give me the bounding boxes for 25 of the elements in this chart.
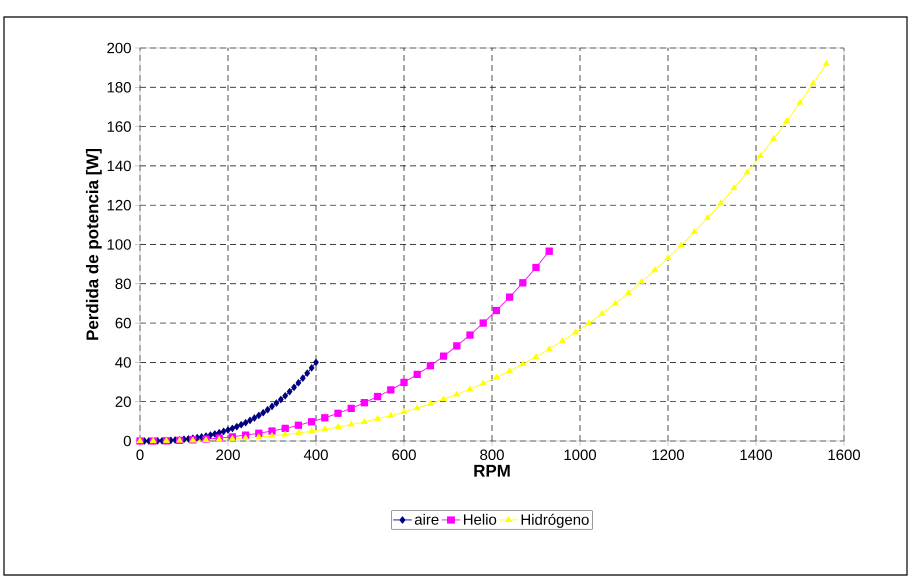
y-tick-label: 140: [108, 160, 131, 172]
x-tick-label: 400: [304, 450, 328, 460]
x-tick-label: 1400: [740, 450, 772, 460]
x-tick-label: 200: [216, 450, 240, 460]
x-tick-label: 1000: [564, 450, 596, 460]
y-axis-title: Perdida de potencia [W]: [86, 148, 102, 340]
x-tick-label: 0: [136, 450, 144, 460]
y-tick-label: 20: [116, 396, 131, 407]
y-tick-label: 180: [108, 82, 131, 93]
x-tick-label: 600: [392, 450, 416, 460]
y-tick-label: 40: [115, 357, 131, 368]
y-tick-label: 100: [108, 239, 131, 250]
x-tick-label: 800: [480, 450, 504, 460]
y-tick-label: 80: [116, 278, 131, 290]
y-tick-label: 0: [124, 436, 131, 446]
legend-label: aire: [414, 514, 438, 525]
x-axis-title: RPM: [474, 464, 510, 477]
y-tick-label: 160: [108, 121, 131, 132]
y-tick-label: 120: [108, 200, 131, 210]
x-tick-label: 1600: [828, 450, 860, 460]
legend-label: Helio: [464, 514, 496, 525]
x-tick-label: 1200: [652, 450, 684, 460]
y-tick-label: 60: [116, 318, 131, 328]
y-tick-label: 200: [107, 42, 131, 54]
legend-label: Hidrógeno: [522, 514, 589, 528]
